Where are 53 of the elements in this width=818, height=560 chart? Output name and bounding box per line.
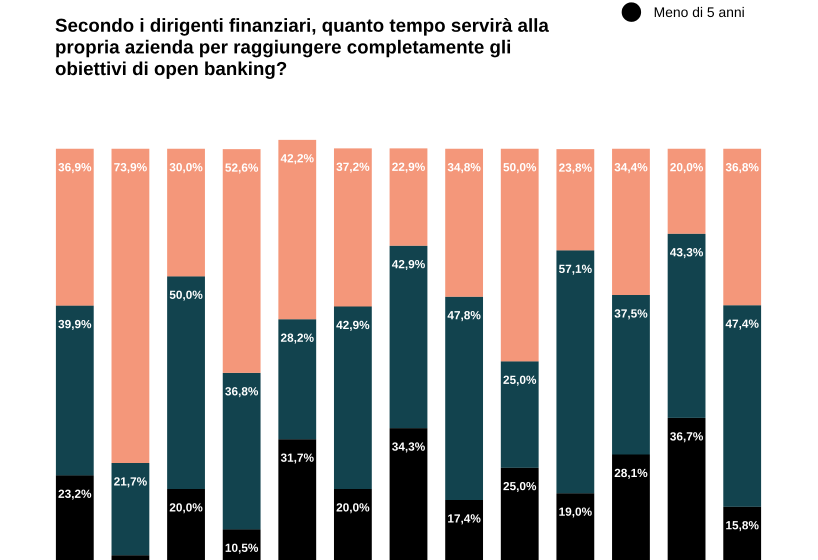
- data-label: 73,9%: [114, 163, 147, 174]
- data-label: 21,7%: [114, 477, 147, 488]
- data-label: 39,9%: [58, 320, 92, 330]
- data-label: 42,9%: [336, 320, 370, 331]
- data-label: 47,4%: [726, 320, 759, 330]
- bar: [723, 148, 762, 306]
- data-label: 15,8%: [726, 521, 759, 532]
- data-label: 57,1%: [558, 264, 592, 275]
- bar: [556, 149, 594, 250]
- data-label: 34,8%: [448, 163, 481, 174]
- data-label: 10,5%: [226, 544, 258, 554]
- data-label: 42,2%: [280, 154, 314, 164]
- data-label: 25,0%: [503, 482, 536, 492]
- data-label: 50,0%: [503, 163, 536, 174]
- data-label: 36,9%: [58, 163, 92, 174]
- data-label: 19,0%: [559, 507, 592, 518]
- data-label: 28,1%: [614, 468, 648, 479]
- data-label: 36,8%: [225, 387, 258, 398]
- data-label: 25,0%: [503, 376, 536, 386]
- data-label: 42,9%: [392, 260, 425, 270]
- bar: [500, 148, 539, 362]
- bar: [334, 148, 372, 307]
- bar: [390, 148, 428, 246]
- data-label: 20,0%: [170, 503, 202, 514]
- bar: [278, 140, 316, 320]
- data-label: 23,2%: [58, 490, 92, 500]
- data-label: 43,3%: [670, 248, 704, 258]
- data-label: 17,4%: [448, 514, 481, 524]
- data-label: 37,5%: [614, 309, 648, 320]
- data-label: 47,8%: [448, 310, 481, 322]
- bar: [668, 148, 706, 234]
- bar: [445, 148, 484, 297]
- data-label: 20,0%: [670, 163, 704, 174]
- data-label: 34,4%: [614, 163, 648, 174]
- data-label: 37,2%: [336, 162, 370, 173]
- chart-title: Secondo i dirigenti finanziari, quanto tempo servirà alla propria azienda per raggiungere completamente gli obiettivi di open banking?: [56, 18, 549, 79]
- bar: [112, 148, 150, 464]
- bar: [612, 148, 650, 296]
- data-label: 20,0%: [336, 503, 370, 514]
- bar: [56, 148, 94, 306]
- data-label: 30,0%: [170, 163, 202, 174]
- legend-label: Meno di 5 anni: [654, 6, 744, 18]
- data-label: 36,7%: [670, 432, 704, 442]
- data-label: 28,2%: [280, 334, 314, 344]
- data-label: 50,0%: [170, 290, 202, 301]
- data-label: 34,3%: [392, 442, 425, 452]
- data-label: 31,7%: [280, 453, 314, 464]
- data-label: 23,8%: [559, 163, 592, 174]
- bar: [167, 148, 205, 276]
- bar: [222, 149, 261, 373]
- data-label: 52,6%: [225, 163, 258, 174]
- data-label: 22,9%: [392, 162, 425, 173]
- data-label: 36,8%: [726, 163, 759, 174]
